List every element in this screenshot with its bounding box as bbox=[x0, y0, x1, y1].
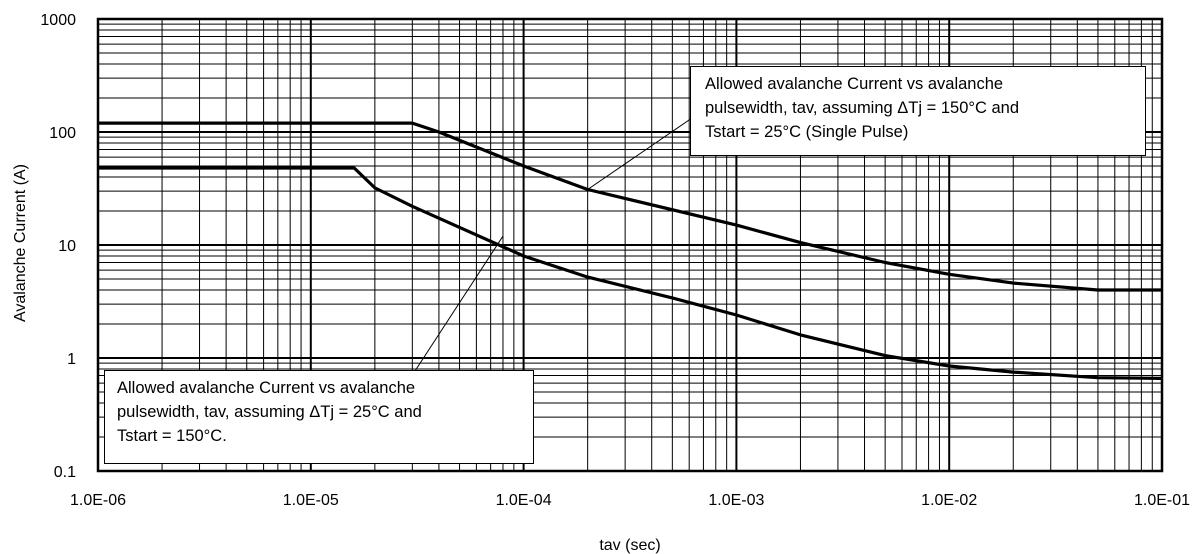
y-axis-title: Avalanche Current (A) bbox=[12, 164, 29, 322]
x-tick-label: 1.0E-03 bbox=[708, 492, 764, 509]
grid bbox=[97, 19, 1162, 472]
series-line-1 bbox=[98, 121, 1162, 292]
annotation-text: Allowed avalanche Current vs avalanche bbox=[705, 75, 1004, 93]
annotation-line: pulsewidth, tav, assuming ΔTj = 25°C and bbox=[117, 403, 422, 421]
y-tick-label: 0.1 bbox=[54, 464, 76, 481]
annotation-line: Tstart = 150°C. bbox=[117, 427, 227, 445]
x-tick-label: 1.0E-05 bbox=[283, 492, 339, 509]
annotation-leaders bbox=[414, 117, 693, 372]
x-tick-labels: 1.0E-06 1.0E-05 1.0E-04 1.0E-03 1.0E-02 1.0E-… bbox=[70, 492, 1190, 509]
x-axis-title: tav (sec) bbox=[599, 537, 660, 554]
x-tick-label: 1.0E-06 bbox=[70, 492, 126, 509]
annotation-leader-line bbox=[414, 235, 504, 372]
x-tick-label: 1.0E-02 bbox=[921, 492, 977, 509]
plot-frame bbox=[96, 17, 1164, 473]
annotation-leader-line bbox=[587, 117, 693, 190]
series bbox=[98, 121, 1163, 380]
y-tick-label: 1 bbox=[67, 351, 76, 368]
x-tick-label: 1.0E-04 bbox=[496, 492, 552, 509]
annotation-line: Tstart = 25°C (Single Pulse) bbox=[705, 123, 909, 141]
annotation-line: Allowed avalanche Current vs avalanche bbox=[117, 379, 416, 397]
y-tick-label: 10 bbox=[58, 238, 76, 255]
y-tick-label: 1000 bbox=[40, 12, 76, 29]
y-tick-labels: 0.1 1 10 100 1000 bbox=[40, 12, 76, 481]
annotation-box-single-pulse: Allowed avalanche Current vs avalanche p… bbox=[690, 66, 1146, 156]
series-line-2 bbox=[98, 166, 1163, 380]
annotation-line: pulsewidth, tav, assuming ΔTj = 150°C an… bbox=[705, 99, 1020, 117]
x-tick-label: 1.0E-01 bbox=[1134, 492, 1190, 509]
annotation-line: Allowed avalanche Current vs avalanche bbox=[705, 72, 1135, 96]
annotation-box-repetitive: Allowed avalanche Current vs avalanche p… bbox=[104, 370, 534, 464]
y-tick-label: 100 bbox=[49, 125, 76, 142]
